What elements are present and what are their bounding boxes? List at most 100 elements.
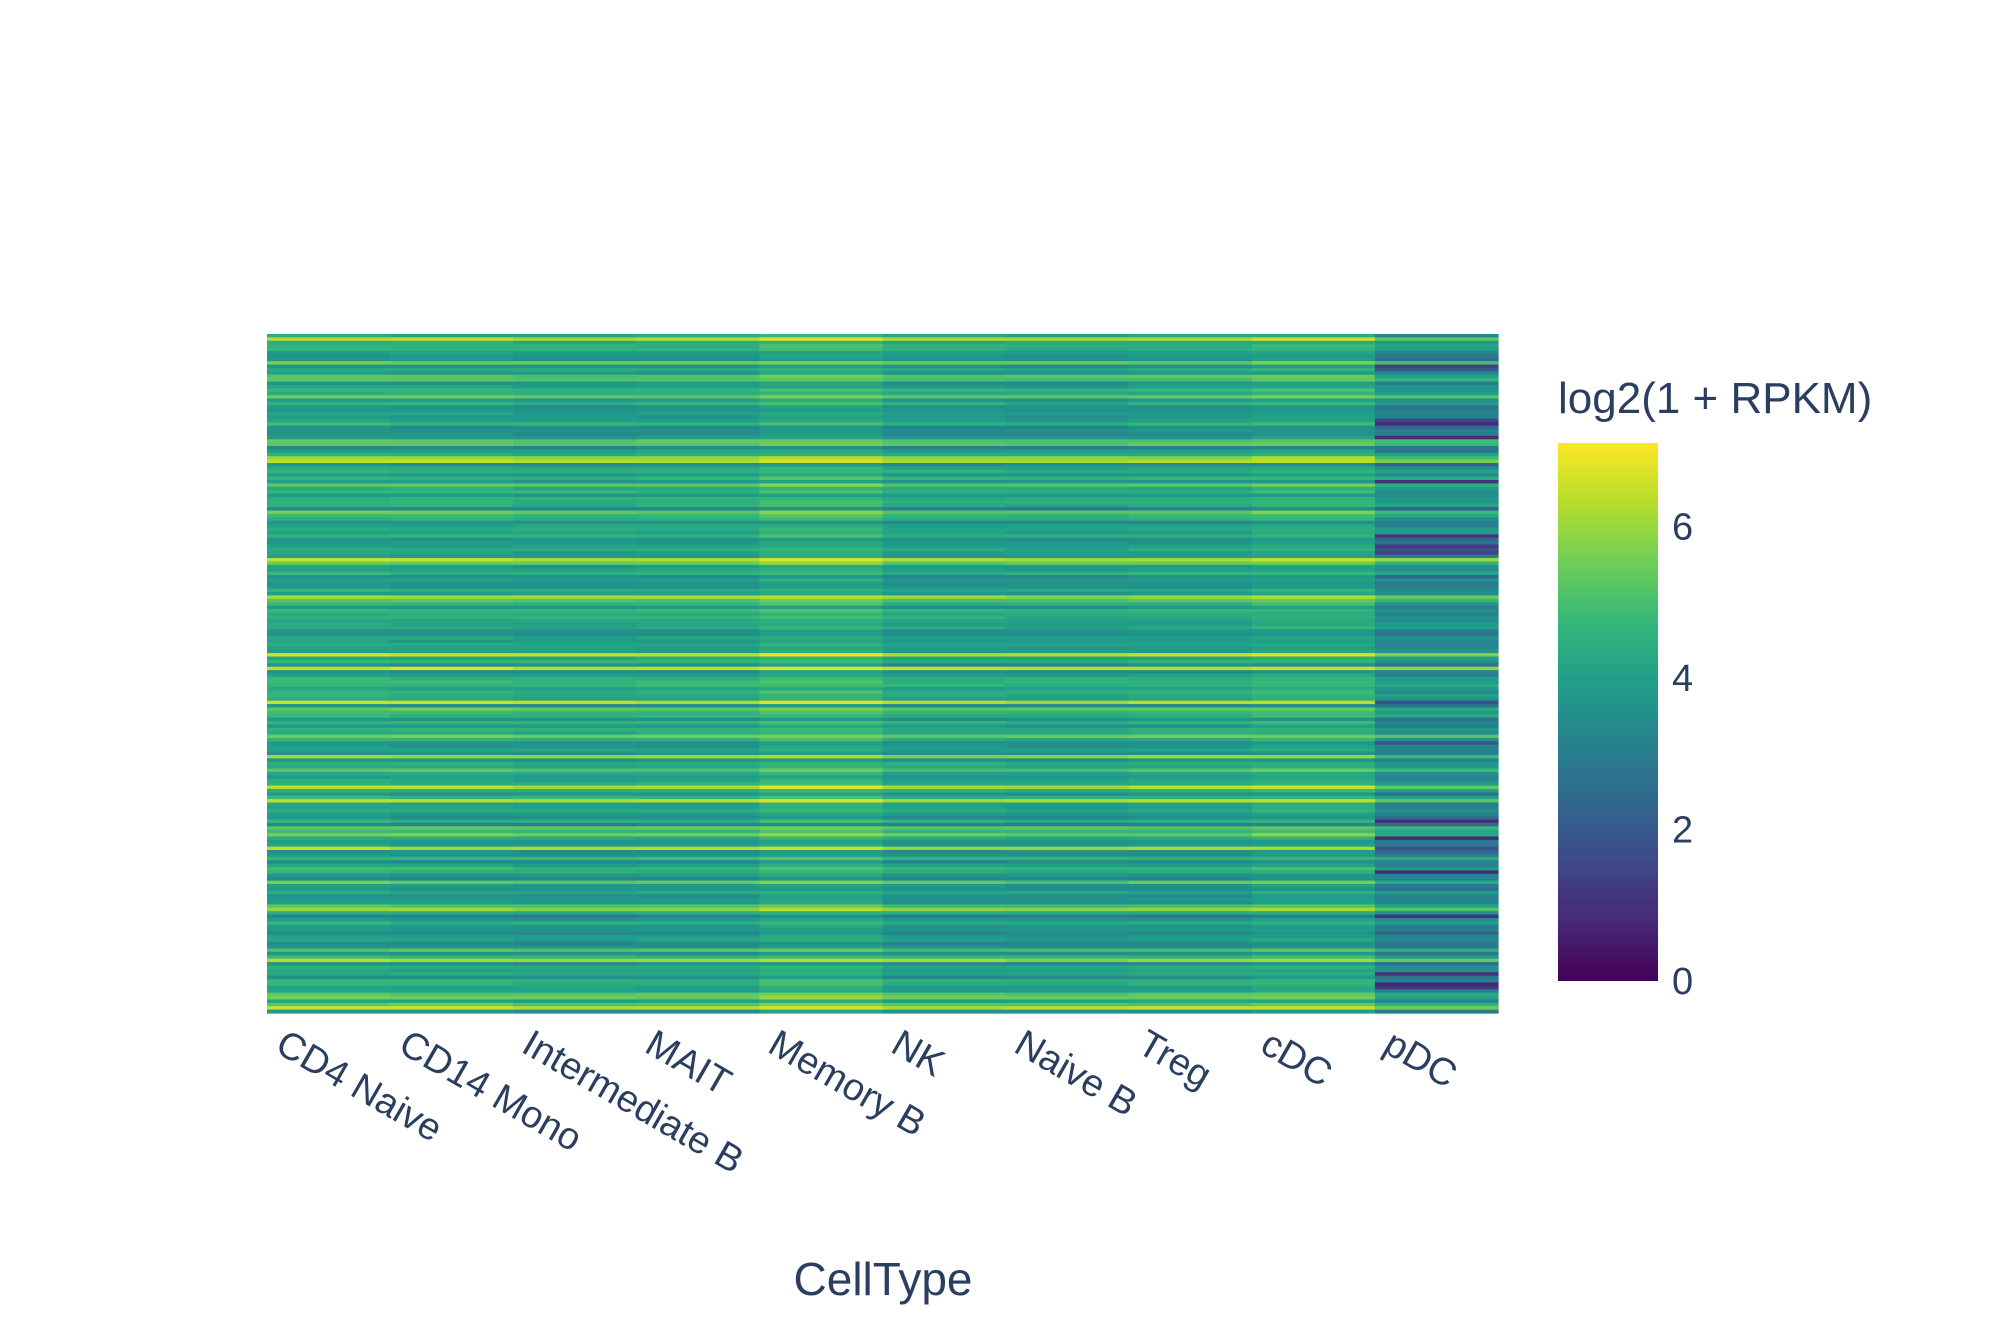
heatmap-cell (1251, 364, 1376, 369)
heatmap-cell (1251, 670, 1376, 675)
heatmap-cell (1374, 795, 1499, 800)
heatmap-cell (1005, 636, 1130, 641)
heatmap-cell (882, 408, 1007, 413)
heatmap-cell (1005, 646, 1130, 651)
heatmap-cell (390, 374, 514, 379)
heatmap-cell (513, 934, 637, 939)
heatmap-cell (759, 503, 884, 508)
heatmap-cell (636, 996, 760, 1001)
heatmap-cell (636, 962, 760, 967)
heatmap-cell (513, 595, 637, 600)
heatmap-cell (1374, 809, 1499, 814)
heatmap-cell (636, 707, 760, 712)
heatmap-cell (267, 894, 391, 899)
heatmap-cell (513, 588, 637, 593)
heatmap-cell (1005, 663, 1130, 668)
heatmap-cell (882, 592, 1007, 597)
heatmap-cell (1251, 367, 1376, 372)
heatmap-cell (1374, 921, 1499, 926)
colorbar-title: log2(1 + RPKM) (1558, 374, 1872, 423)
heatmap-cell (759, 412, 884, 417)
heatmap-cell (759, 822, 884, 827)
heatmap-cell (759, 778, 884, 783)
heatmap-cell (1374, 598, 1499, 603)
heatmap-cell (1374, 948, 1499, 953)
heatmap-cell (267, 962, 391, 967)
heatmap-cell (513, 507, 637, 512)
heatmap-cell (267, 609, 391, 613)
heatmap-cell (513, 500, 637, 505)
heatmap-cell (1005, 802, 1130, 807)
heatmap-cell (759, 527, 884, 532)
heatmap-cell (636, 731, 760, 736)
heatmap-cell (759, 1006, 884, 1011)
heatmap-cell (513, 1002, 637, 1007)
heatmap-cell (1005, 758, 1130, 763)
heatmap-cell (1005, 843, 1130, 848)
heatmap-cell (636, 880, 760, 885)
heatmap-cell (267, 911, 391, 916)
heatmap-cell (267, 1009, 391, 1014)
heatmap-cell (1005, 788, 1130, 793)
heatmap-cell (267, 741, 391, 746)
heatmap-cell (1128, 1009, 1253, 1014)
heatmap-cell (1374, 965, 1499, 970)
heatmap-cell (1128, 466, 1253, 471)
heatmap-cell (1374, 951, 1499, 956)
heatmap-cell (1005, 378, 1130, 383)
heatmap-cell (1251, 391, 1376, 396)
heatmap-cell (390, 680, 514, 685)
heatmap-cell (759, 853, 884, 858)
heatmap-cell (1128, 361, 1253, 366)
heatmap-cell (1005, 676, 1130, 681)
heatmap-cell (390, 921, 514, 926)
heatmap-cell (390, 710, 514, 715)
heatmap-cell (390, 724, 514, 729)
heatmap-cell (390, 619, 514, 624)
heatmap-cell (759, 867, 884, 872)
heatmap-cell (1374, 704, 1499, 709)
heatmap-cell (1005, 897, 1130, 902)
heatmap-cell (882, 581, 1007, 586)
heatmap-cell (1128, 381, 1253, 386)
heatmap-cell (882, 412, 1007, 417)
heatmap-cell (1005, 432, 1130, 437)
heatmap-cell (390, 663, 514, 668)
heatmap-cell (759, 374, 884, 379)
heatmap-cell (636, 805, 760, 810)
heatmap-cell (390, 432, 514, 437)
heatmap-cell (1251, 982, 1376, 987)
heatmap-cell (1374, 982, 1499, 987)
heatmap-cell (759, 897, 884, 902)
heatmap-cell (390, 717, 514, 722)
heatmap-cell (1374, 812, 1499, 817)
heatmap-cell (267, 795, 391, 800)
heatmap-cell (1374, 771, 1499, 776)
heatmap-cell (882, 955, 1007, 960)
heatmap-cell (390, 340, 514, 345)
heatmap-cell (759, 456, 884, 461)
heatmap-cell (267, 816, 391, 821)
heatmap-cell (267, 731, 391, 736)
heatmap-cell (267, 924, 391, 929)
heatmap-cell (390, 588, 514, 593)
heatmap-cell (1374, 782, 1499, 787)
heatmap-cell (759, 676, 884, 681)
heatmap-cell (1128, 707, 1253, 712)
heatmap-cell (390, 476, 514, 481)
heatmap-cell (759, 890, 884, 895)
heatmap-cell (882, 809, 1007, 814)
heatmap-cell (390, 347, 514, 352)
heatmap-cell (1374, 395, 1499, 400)
heatmap-cell (1005, 354, 1130, 359)
heatmap-cell (882, 564, 1007, 569)
heatmap-cell (1005, 782, 1130, 787)
heatmap-cell (267, 500, 391, 505)
heatmap-cell (513, 687, 637, 692)
heatmap-cell (636, 938, 760, 943)
heatmap-cell (1374, 670, 1499, 675)
heatmap-cell (1005, 554, 1130, 559)
heatmap-cell (1251, 544, 1376, 549)
heatmap-cell (1251, 568, 1376, 573)
heatmap-cell (1374, 415, 1499, 420)
